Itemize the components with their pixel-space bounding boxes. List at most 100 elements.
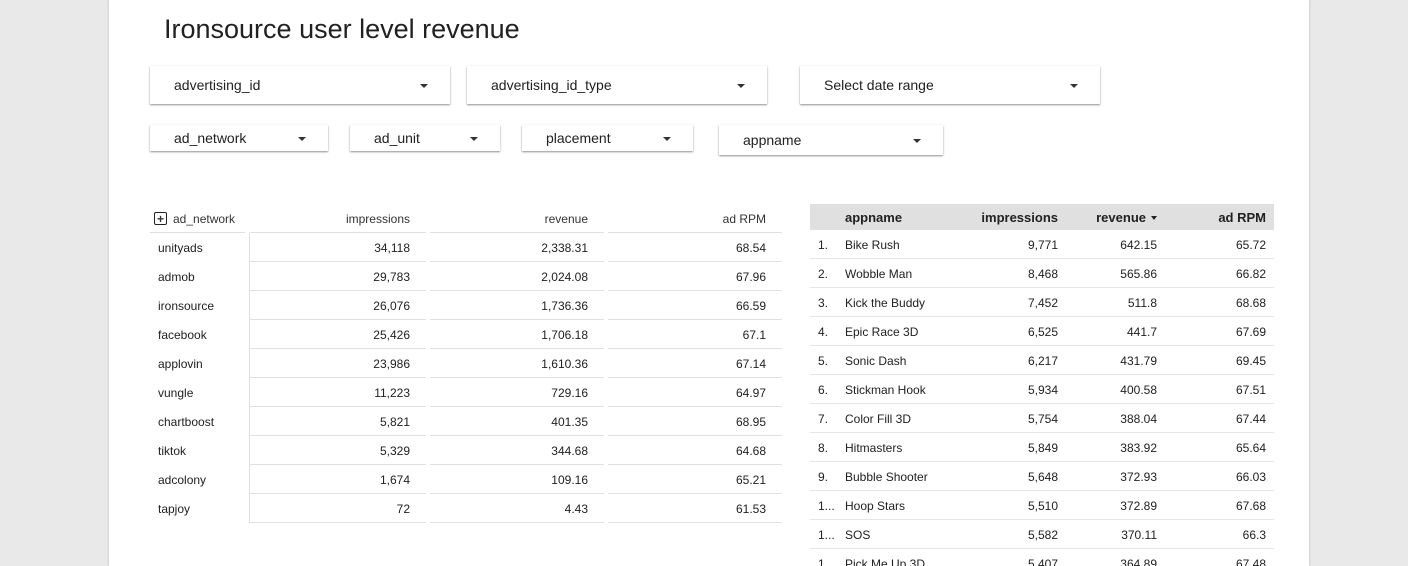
ad-network-filter[interactable]: ad_network bbox=[150, 125, 328, 151]
column-header-ad-network[interactable]: + ad_network bbox=[154, 204, 294, 233]
cell-ad-network[interactable]: adcolony bbox=[158, 472, 207, 487]
cell-ad-rpm: 67.51 bbox=[1235, 383, 1266, 397]
cell-ad-rpm: 67.68 bbox=[1235, 499, 1266, 513]
dropdown-arrow-icon bbox=[420, 84, 428, 88]
column-header-revenue-label: revenue bbox=[1096, 210, 1146, 225]
row-index: 1... bbox=[818, 557, 835, 566]
row-divider bbox=[430, 493, 604, 494]
table-row[interactable]: 8. Hitmasters 5,849 383.92 65.64 bbox=[810, 433, 1274, 462]
row-divider bbox=[608, 290, 782, 291]
date-range-picker[interactable]: Select date range bbox=[800, 66, 1100, 104]
cell-ad-rpm: 67.48 bbox=[1235, 557, 1266, 566]
row-divider bbox=[608, 435, 782, 436]
ad-network-filter-label: ad_network bbox=[174, 130, 247, 146]
advertising-id-filter[interactable]: advertising_id bbox=[150, 66, 450, 104]
cell-impressions: 26,076 bbox=[373, 298, 410, 313]
row-divider bbox=[430, 377, 604, 378]
dropdown-arrow-icon bbox=[298, 137, 306, 141]
cell-revenue: 441.7 bbox=[1126, 325, 1157, 339]
column-header-impressions[interactable]: impressions bbox=[981, 210, 1058, 225]
cell-impressions: 34,118 bbox=[374, 240, 410, 255]
cell-ad-network[interactable]: admob bbox=[158, 269, 195, 284]
row-index: 1. bbox=[818, 238, 829, 252]
column-header-impressions[interactable]: impressions bbox=[345, 211, 410, 226]
cell-appname: Epic Race 3D bbox=[845, 325, 919, 339]
cell-impressions: 11,223 bbox=[374, 385, 410, 400]
table-row[interactable]: 7. Color Fill 3D 5,754 388.04 67.44 bbox=[810, 404, 1274, 433]
cell-ad-rpm: 65.64 bbox=[1235, 441, 1266, 455]
cell-impressions: 5,821 bbox=[379, 414, 410, 429]
cell-appname: Hoop Stars bbox=[845, 499, 906, 513]
row-divider bbox=[608, 377, 782, 378]
cell-impressions: 29,783 bbox=[373, 269, 410, 284]
cell-ad-rpm: 66.82 bbox=[1235, 267, 1266, 281]
table-row[interactable]: 2. Wobble Man 8,468 565.86 66.82 bbox=[810, 259, 1274, 288]
table-row[interactable]: 1. Bike Rush 9,771 642.15 65.72 bbox=[810, 230, 1274, 259]
advertising-id-type-filter[interactable]: advertising_id_type bbox=[467, 66, 767, 104]
cell-ad-rpm: 66.59 bbox=[735, 298, 766, 313]
cell-ad-rpm: 67.1 bbox=[742, 327, 766, 342]
column-header-revenue[interactable]: revenue bbox=[1096, 210, 1157, 225]
column-header-ad-rpm[interactable]: ad RPM bbox=[1218, 210, 1266, 225]
cell-appname: Stickman Hook bbox=[845, 383, 926, 397]
cell-ad-network[interactable]: applovin bbox=[158, 356, 203, 371]
row-index: 7. bbox=[818, 412, 829, 426]
cell-revenue: 388.04 bbox=[1120, 412, 1157, 426]
table-row[interactable]: 3. Kick the Buddy 7,452 511.8 68.68 bbox=[810, 288, 1274, 317]
cell-ad-network[interactable]: chartboost bbox=[158, 414, 215, 429]
cell-ad-network[interactable]: unityads bbox=[158, 240, 203, 255]
row-divider bbox=[608, 522, 782, 523]
expand-plus-icon[interactable]: + bbox=[154, 212, 167, 225]
table-row[interactable]: 1... SOS 5,582 370.11 66.3 bbox=[810, 520, 1274, 549]
row-divider bbox=[608, 493, 782, 494]
cell-ad-network[interactable]: ironsource bbox=[158, 298, 215, 313]
cell-impressions: 5,329 bbox=[379, 443, 410, 458]
table-row[interactable]: 4. Epic Race 3D 6,525 441.7 67.69 bbox=[810, 317, 1274, 346]
cell-ad-rpm: 68.95 bbox=[735, 414, 766, 429]
placement-filter[interactable]: placement bbox=[522, 125, 693, 151]
cell-ad-rpm: 68.68 bbox=[1235, 296, 1266, 310]
ad-unit-filter[interactable]: ad_unit bbox=[350, 125, 500, 151]
cell-revenue: 1,610.36 bbox=[541, 356, 588, 371]
cell-appname: Hitmasters bbox=[845, 441, 903, 455]
cell-revenue: 1,706.18 bbox=[541, 327, 588, 342]
cell-revenue: 372.93 bbox=[1120, 470, 1157, 484]
cell-revenue: 109.16 bbox=[551, 472, 588, 487]
row-divider bbox=[250, 319, 426, 320]
row-divider bbox=[430, 435, 604, 436]
appname-filter[interactable]: appname bbox=[719, 125, 943, 155]
column-header-revenue[interactable]: revenue bbox=[544, 211, 588, 226]
cell-ad-rpm: 64.97 bbox=[735, 385, 766, 400]
cell-impressions: 9,771 bbox=[1027, 238, 1058, 252]
column-header-appname[interactable]: appname bbox=[845, 210, 903, 225]
table-row[interactable]: 6. Stickman Hook 5,934 400.58 67.51 bbox=[810, 375, 1274, 404]
cell-impressions: 1,674 bbox=[379, 472, 410, 487]
column-header-ad-rpm[interactable]: ad RPM bbox=[722, 211, 766, 226]
cell-revenue: 344.68 bbox=[551, 443, 588, 458]
cell-ad-network[interactable]: tiktok bbox=[158, 443, 187, 458]
dropdown-arrow-icon bbox=[913, 139, 921, 143]
cell-ad-network[interactable]: vungle bbox=[158, 385, 194, 400]
cell-impressions: 5,849 bbox=[1027, 441, 1058, 455]
table-row[interactable]: 1... Hoop Stars 5,510 372.89 67.68 bbox=[810, 491, 1274, 520]
cell-impressions: 5,407 bbox=[1027, 557, 1058, 566]
row-divider bbox=[430, 319, 604, 320]
cell-ad-network[interactable]: facebook bbox=[158, 327, 207, 342]
advertising-id-filter-label: advertising_id bbox=[174, 77, 261, 93]
row-index: 6. bbox=[818, 383, 829, 397]
table-row[interactable]: 5. Sonic Dash 6,217 431.79 69.45 bbox=[810, 346, 1274, 375]
date-range-label: Select date range bbox=[824, 77, 934, 93]
cell-impressions: 25,426 bbox=[373, 327, 410, 342]
row-divider bbox=[608, 261, 782, 262]
cell-revenue: 401.35 bbox=[551, 414, 588, 429]
row-divider bbox=[430, 348, 604, 349]
cell-ad-network[interactable]: tapjoy bbox=[158, 501, 191, 516]
cell-ad-rpm: 61.53 bbox=[735, 501, 766, 516]
row-divider bbox=[430, 522, 604, 523]
cell-revenue: 364.89 bbox=[1120, 557, 1157, 566]
table-row[interactable]: 9. Bubble Shooter 5,648 372.93 66.03 bbox=[810, 462, 1274, 491]
row-divider bbox=[250, 435, 426, 436]
cell-revenue: 511.8 bbox=[1127, 296, 1157, 310]
row-divider bbox=[430, 290, 604, 291]
table-row[interactable]: 1... Pick Me Up 3D 5,407 364.89 67.48 bbox=[810, 549, 1274, 566]
